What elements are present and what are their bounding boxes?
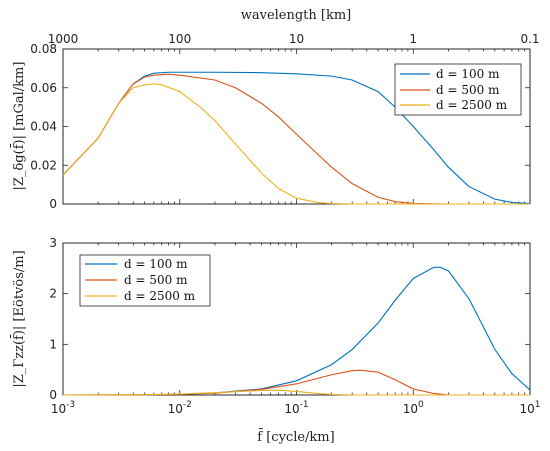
top-y-tick-label: 0 (49, 197, 57, 211)
top-y-tick-label: 0.02 (30, 158, 57, 172)
top-x-tick-label: 0.1 (520, 32, 539, 46)
top-legend-label-2: d = 500 m (436, 83, 500, 97)
bottom-series-line-d2500 (62, 389, 530, 396)
top-series-group (62, 71, 531, 205)
top-panel: wavelength [km] |Z_δg(f̄)| [mGal/km] 0 0.… (10, 8, 539, 211)
bottom-x-tick-label: 10-2 (168, 400, 192, 416)
bottom-ticks: 0 1 2 3 10-3 10-2 10-1 100 101 (49, 236, 540, 416)
top-axis-title: wavelength [km] (241, 8, 352, 23)
top-series-line-d500 (62, 73, 530, 205)
bottom-x-tick-label: 10-1 (284, 400, 308, 416)
bottom-y-tick-label: 2 (49, 287, 57, 301)
top-y-tick-label: 0.06 (30, 81, 57, 95)
top-x-tick-label: 10 (289, 32, 304, 46)
bottom-y-tick-label: 3 (49, 236, 57, 250)
bottom-legend-label-2: d = 500 m (124, 273, 188, 287)
bottom-y-axis-label: |Z_Γzz(f̄)| [Eötvös/m] (10, 250, 27, 387)
top-y-axis-label: |Z_δg(f̄)| [mGal/km] (10, 62, 27, 191)
top-legend-label-3: d = 2500 m (436, 98, 508, 112)
bottom-legend-label-1: d = 100 m (124, 257, 188, 271)
top-x-tick-label: 100 (168, 32, 191, 46)
bottom-y-tick-label: 1 (49, 337, 57, 351)
top-legend: d = 100 m d = 500 m d = 2500 m (394, 63, 522, 116)
bottom-x-tick-label: 100 (403, 400, 424, 416)
bottom-series-group (62, 266, 531, 396)
top-x-tick-label: 1 (409, 32, 417, 46)
top-y-tick-label: 0.08 (30, 42, 57, 56)
bottom-legend: d = 100 m d = 500 m d = 2500 m (79, 254, 211, 307)
top-x-tick-label: 1000 (48, 32, 79, 46)
top-series-line-d2500 (62, 83, 530, 205)
bottom-legend-label-3: d = 2500 m (124, 289, 196, 303)
top-y-tick-label: 0.04 (30, 120, 57, 134)
top-legend-label-1: d = 100 m (436, 67, 500, 81)
bottom-y-tick-label: 0 (49, 388, 57, 402)
bottom-x-axis-label: f̄ [cycle/km] (257, 428, 334, 445)
bottom-panel: f̄ [cycle/km] |Z_Γzz(f̄)| [Eötvös/m] 0 1 2… (10, 236, 540, 445)
bottom-x-tick-label: 10-3 (51, 400, 75, 416)
bottom-x-tick-label: 101 (519, 400, 540, 416)
